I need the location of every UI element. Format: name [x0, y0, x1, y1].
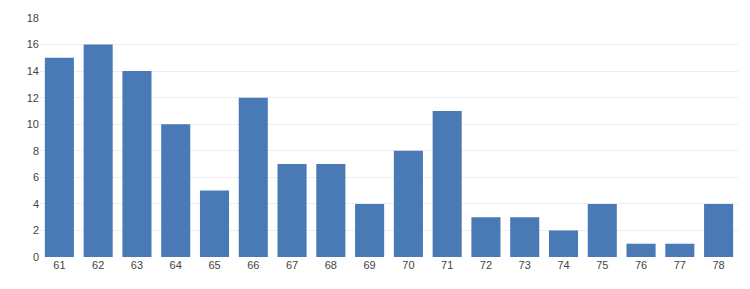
svg-text:66: 66: [247, 259, 259, 271]
svg-text:71: 71: [441, 259, 453, 271]
svg-text:2: 2: [33, 224, 39, 236]
svg-text:73: 73: [519, 259, 531, 271]
svg-text:12: 12: [27, 92, 39, 104]
svg-text:69: 69: [363, 259, 375, 271]
svg-text:6: 6: [33, 171, 39, 183]
svg-text:18: 18: [27, 12, 39, 24]
svg-text:74: 74: [557, 259, 569, 271]
svg-text:70: 70: [402, 259, 414, 271]
svg-text:78: 78: [712, 259, 724, 271]
svg-text:8: 8: [33, 145, 39, 157]
svg-text:77: 77: [674, 259, 686, 271]
svg-text:72: 72: [480, 259, 492, 271]
svg-text:76: 76: [635, 259, 647, 271]
svg-text:64: 64: [170, 259, 182, 271]
svg-text:65: 65: [208, 259, 220, 271]
svg-text:61: 61: [53, 259, 65, 271]
svg-text:67: 67: [286, 259, 298, 271]
svg-text:68: 68: [325, 259, 337, 271]
svg-text:4: 4: [33, 198, 39, 210]
svg-text:75: 75: [596, 259, 608, 271]
svg-text:62: 62: [92, 259, 104, 271]
svg-text:0: 0: [33, 251, 39, 263]
svg-text:14: 14: [27, 65, 39, 77]
svg-text:10: 10: [27, 118, 39, 130]
svg-text:63: 63: [131, 259, 143, 271]
svg-text:16: 16: [27, 38, 39, 50]
